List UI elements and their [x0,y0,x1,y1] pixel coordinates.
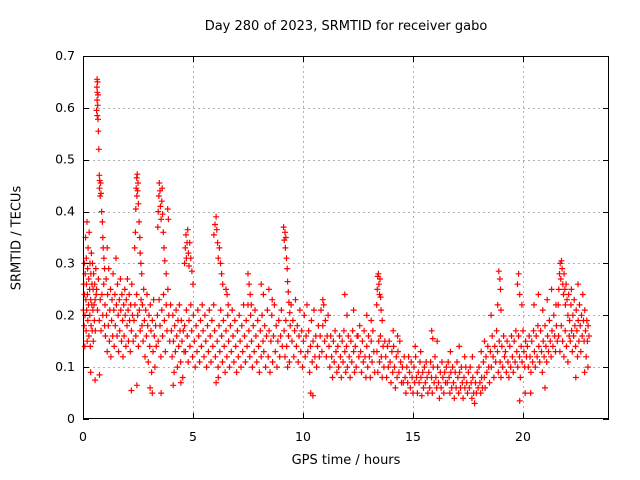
x-axis-label: GPS time / hours [291,453,401,468]
y-tick-label: 0.2 [55,307,75,322]
y-tick-label: 0.4 [55,204,75,219]
y-tick-label: 0.1 [55,359,75,374]
y-tick-label: 0.5 [55,152,75,167]
y-tick-label: 0.6 [55,100,75,115]
y-tick-label: 0 [67,411,75,426]
y-tick-label: 0.7 [55,48,75,63]
x-tick-label: 15 [405,429,421,444]
x-tick-label: 10 [295,429,311,444]
chart-title: Day 280 of 2023, SRMTID for receiver gab… [204,19,488,34]
x-tick-label: 0 [79,429,87,444]
y-tick-label: 0.3 [55,255,75,270]
data-points [80,76,592,407]
x-tick-label: 5 [189,429,197,444]
plot-border [83,56,609,419]
x-tick-label: 20 [515,429,531,444]
